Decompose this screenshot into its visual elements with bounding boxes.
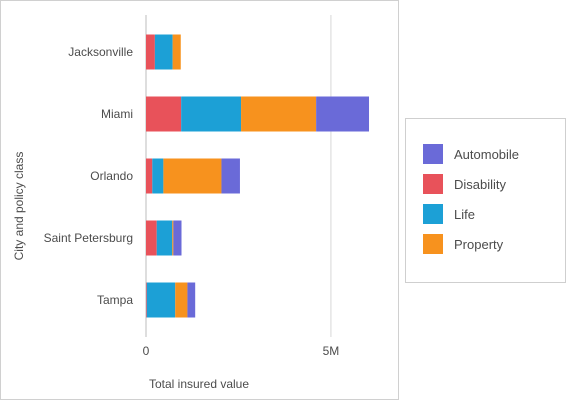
- legend-item-automobile[interactable]: Automobile: [423, 143, 519, 165]
- legend-swatch-automobile: [423, 144, 443, 164]
- category-label-miami: Miami: [101, 107, 133, 121]
- bar-tampa-property[interactable]: [175, 282, 188, 318]
- bar-saint-petersburg-life[interactable]: [156, 220, 173, 256]
- legend-panel: Automobile Disability Life Property: [405, 118, 566, 283]
- legend-label-automobile: Automobile: [454, 146, 520, 162]
- bar-tampa-automobile[interactable]: [187, 282, 196, 318]
- legend-swatch-disability: [423, 174, 443, 194]
- bar-miami-disability[interactable]: [146, 96, 182, 132]
- x-axis-title: Total insured value: [149, 377, 249, 391]
- legend-label-life: Life: [454, 206, 475, 222]
- bar-saint-petersburg-automobile[interactable]: [173, 220, 182, 256]
- legend-item-life[interactable]: Life: [423, 203, 475, 225]
- bar-tampa-life[interactable]: [146, 282, 176, 318]
- legend-item-disability[interactable]: Disability: [423, 173, 506, 195]
- bar-saint-petersburg-disability[interactable]: [146, 220, 157, 256]
- legend-label-property: Property: [454, 236, 504, 252]
- legend-swatch-property: [423, 234, 443, 254]
- bar-saint-petersburg-property[interactable]: [172, 220, 174, 256]
- category-label-jacksonville: Jacksonville: [68, 45, 133, 59]
- legend-swatch-life: [423, 204, 443, 224]
- bar-orlando-property[interactable]: [163, 158, 222, 194]
- category-label-tampa: Tampa: [97, 293, 133, 307]
- labels-layer: City and policy class Total insured valu…: [12, 45, 339, 391]
- y-axis-title: City and policy class: [12, 152, 26, 261]
- bar-tampa-disability[interactable]: [146, 282, 147, 318]
- bars-layer: [146, 34, 370, 318]
- bar-orlando-automobile[interactable]: [221, 158, 240, 194]
- x-tick-label: 0: [143, 344, 150, 358]
- bar-orlando-disability[interactable]: [146, 158, 153, 194]
- bar-jacksonville-life[interactable]: [154, 34, 173, 70]
- bar-jacksonville-disability[interactable]: [146, 34, 155, 70]
- legend-label-disability: Disability: [454, 176, 507, 192]
- bar-orlando-life[interactable]: [152, 158, 164, 194]
- x-tick-label: 5M: [323, 344, 340, 358]
- legend-item-property[interactable]: Property: [423, 233, 503, 255]
- bar-miami-life[interactable]: [181, 96, 242, 132]
- bar-jacksonville-property[interactable]: [172, 34, 181, 70]
- bar-miami-property[interactable]: [241, 96, 317, 132]
- stacked-bar-chart: City and policy class Total insured valu…: [12, 15, 370, 391]
- chart-panel: City and policy class Total insured valu…: [0, 0, 399, 400]
- category-label-orlando: Orlando: [90, 169, 133, 183]
- category-label-saint-petersburg: Saint Petersburg: [44, 231, 133, 245]
- bar-miami-automobile[interactable]: [316, 96, 370, 132]
